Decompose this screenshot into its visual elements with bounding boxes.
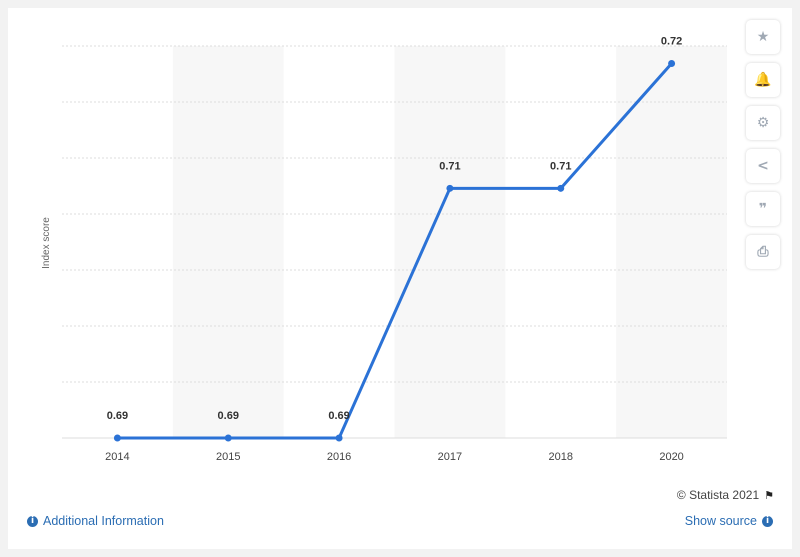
data-point[interactable] [335, 434, 343, 442]
additional-information-label: Additional Information [43, 514, 164, 528]
favorite-button[interactable]: ★ [746, 20, 780, 54]
data-point[interactable] [446, 184, 454, 192]
column-band [172, 46, 284, 438]
x-tick-label: 2014 [105, 451, 129, 463]
data-label: 0.69 [218, 410, 239, 422]
data-point[interactable] [113, 434, 121, 442]
series-line [117, 62, 673, 440]
y-axis-label: Index score [41, 217, 52, 269]
data-label: 0.71 [439, 160, 460, 172]
x-tick-label: 2020 [659, 451, 683, 463]
star-icon: ★ [756, 29, 770, 45]
share-button[interactable]: < [746, 149, 780, 183]
cite-button[interactable]: ❞ [746, 192, 780, 226]
data-label: 0.71 [550, 160, 571, 172]
additional-information-link[interactable]: i Additional Information [27, 514, 164, 528]
x-tick-label: 2015 [216, 451, 240, 463]
data-label: 0.72 [661, 35, 682, 47]
x-tick-label: 2017 [438, 451, 462, 463]
x-tick-label: 2018 [549, 451, 573, 463]
statista-credit[interactable]: © Statista 2021 ⚑ [677, 488, 774, 502]
quote-icon: ❞ [758, 201, 768, 217]
info-icon: i [762, 515, 773, 527]
column-band [616, 46, 727, 438]
x-tick-label: 2016 [327, 451, 351, 463]
share-icon: < [757, 158, 769, 174]
data-label: 0.69 [107, 410, 128, 422]
data-point[interactable] [224, 434, 232, 442]
data-point[interactable] [668, 59, 676, 67]
credit-text: © Statista 2021 [676, 488, 760, 502]
data-label: 0.69 [328, 410, 349, 422]
bell-icon: 🔔 [754, 72, 772, 88]
flag-icon: ⚑ [764, 488, 774, 502]
data-point[interactable] [557, 184, 565, 192]
notification-button[interactable]: 🔔 [746, 63, 780, 97]
settings-button[interactable]: ⚙ [746, 106, 780, 140]
info-icon: i [27, 515, 38, 527]
print-icon: ⎙ [757, 244, 769, 260]
column-band [394, 46, 506, 438]
gear-icon: ⚙ [756, 115, 770, 131]
print-button[interactable]: ⎙ [746, 235, 780, 269]
show-source-label: Show source [684, 514, 757, 528]
sidebar-toolbar: ★ 🔔 ⚙ < ❞ ⎙ [746, 20, 780, 278]
show-source-link[interactable]: Show source i [685, 514, 773, 528]
